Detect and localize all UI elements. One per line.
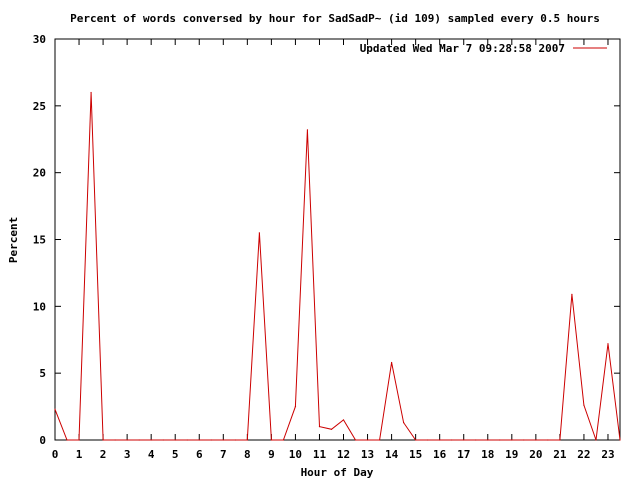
x-tick-label: 8	[244, 448, 251, 461]
data-point	[150, 439, 152, 441]
y-tick-label: 5	[39, 367, 46, 380]
x-tick-label: 16	[433, 448, 447, 461]
y-tick-label: 15	[33, 234, 46, 247]
x-tick-label: 23	[601, 448, 614, 461]
data-point	[547, 439, 549, 441]
x-tick-label: 2	[100, 448, 107, 461]
data-point	[451, 439, 453, 441]
x-tick-label: 11	[313, 448, 327, 461]
data-point	[583, 404, 585, 406]
series-line	[54, 92, 621, 441]
data-point	[366, 439, 369, 441]
data-point	[499, 439, 501, 441]
x-tick-label: 10	[289, 448, 302, 461]
data-point	[198, 439, 200, 441]
x-tick-label: 1	[76, 448, 83, 461]
y-tick-label: 0	[39, 434, 46, 447]
x-tick-label: 22	[577, 448, 590, 461]
data-point	[427, 439, 429, 441]
legend-label: Updated Wed Mar 7 09:28:58 2007	[360, 42, 565, 55]
data-point	[439, 439, 441, 441]
y-tick-label: 25	[33, 100, 46, 113]
data-point	[162, 439, 164, 441]
data-point	[463, 439, 465, 441]
x-tick-label: 13	[361, 448, 374, 461]
data-point	[54, 408, 56, 410]
data-point	[535, 439, 537, 441]
data-point	[390, 361, 393, 364]
data-point	[66, 439, 68, 441]
data-point	[186, 439, 188, 441]
data-point	[403, 422, 405, 424]
data-point	[114, 439, 116, 441]
chart-title: Percent of words conversed by hour for S…	[70, 12, 600, 25]
data-point	[270, 439, 272, 441]
x-tick-label: 6	[196, 448, 203, 461]
data-point	[559, 439, 561, 441]
data-point	[282, 439, 285, 441]
plot-frame	[54, 38, 621, 441]
y-tick-label: 20	[33, 167, 46, 180]
x-tick-label: 4	[148, 448, 155, 461]
x-tick-label: 15	[409, 448, 422, 461]
data-point	[318, 426, 321, 428]
y-axis-label: Percent	[7, 217, 20, 263]
x-tick-label: 17	[457, 448, 470, 461]
data-point	[78, 439, 80, 441]
data-point	[294, 405, 297, 408]
data-point	[102, 439, 104, 441]
x-tick-label: 20	[529, 448, 542, 461]
data-point	[210, 439, 212, 441]
data-point	[174, 439, 176, 441]
data-point	[607, 343, 609, 345]
data-point	[138, 439, 140, 441]
data-point	[511, 439, 513, 441]
y-tick-label: 30	[33, 33, 46, 46]
data-point	[222, 439, 224, 441]
data-point	[571, 293, 573, 295]
x-tick-label: 5	[172, 448, 179, 461]
data-point	[258, 232, 260, 234]
data-point	[523, 439, 525, 441]
data-point	[234, 439, 236, 441]
legend: Updated Wed Mar 7 09:28:58 2007	[360, 42, 607, 55]
data-point	[90, 91, 92, 94]
series-points	[54, 91, 621, 441]
data-point	[354, 439, 357, 441]
x-tick-label: 7	[220, 448, 227, 461]
x-tick-label: 19	[505, 448, 518, 461]
data-point	[378, 439, 381, 441]
x-tick-label: 12	[337, 448, 350, 461]
data-point	[595, 439, 597, 441]
data-point	[330, 428, 333, 430]
data-point	[415, 439, 417, 441]
data-point	[475, 439, 477, 441]
data-point	[342, 419, 345, 421]
x-tick-label: 14	[385, 448, 399, 461]
data-point	[487, 439, 489, 441]
data-point	[126, 439, 128, 441]
x-tick-label: 9	[268, 448, 275, 461]
x-tick-label: 0	[52, 448, 59, 461]
x-tick-label: 18	[481, 448, 494, 461]
data-point	[306, 129, 309, 131]
x-axis-ticks: 0 1 2 3 4 5 6 7 8 9 10 11 12 13 14 15 16 17 18 19 20 21 22 23	[52, 39, 615, 461]
x-axis-label: Hour of Day	[301, 466, 374, 479]
data-point	[246, 439, 248, 441]
data-point	[619, 439, 621, 441]
x-tick-label: 21	[553, 448, 567, 461]
y-tick-label: 10	[33, 300, 46, 313]
x-tick-label: 3	[124, 448, 131, 461]
